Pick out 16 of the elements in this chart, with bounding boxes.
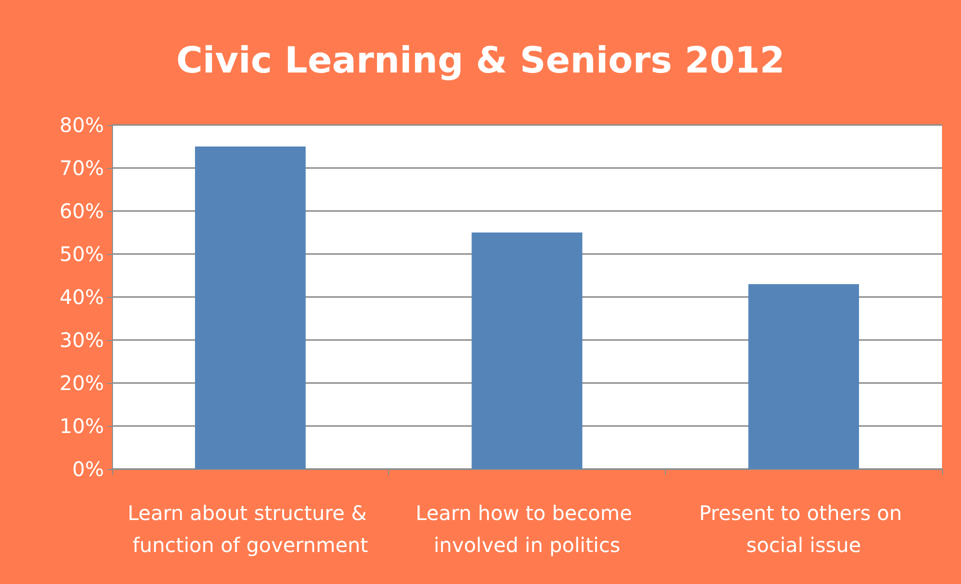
y-tick-label: 10% xyxy=(60,414,104,438)
y-tick-label: 80% xyxy=(60,113,104,137)
y-tick-label: 70% xyxy=(60,156,104,180)
x-tick-label: Learn how to become involved in politics xyxy=(416,501,638,557)
y-tick-label: 0% xyxy=(72,457,104,481)
y-tick-label: 30% xyxy=(60,328,104,352)
bar xyxy=(472,232,582,469)
bar xyxy=(195,146,306,469)
y-tick-label: 50% xyxy=(60,242,104,266)
y-tick-label: 60% xyxy=(60,199,104,223)
y-tick-label: 40% xyxy=(60,285,104,309)
bar xyxy=(748,284,859,469)
x-tick-label: Present to others on social issue xyxy=(699,501,908,557)
y-tick-label: 20% xyxy=(60,371,104,395)
chart-title: Civic Learning & Seniors 2012 xyxy=(176,40,785,82)
x-tick-label: Learn about structure & function of government xyxy=(128,501,374,557)
